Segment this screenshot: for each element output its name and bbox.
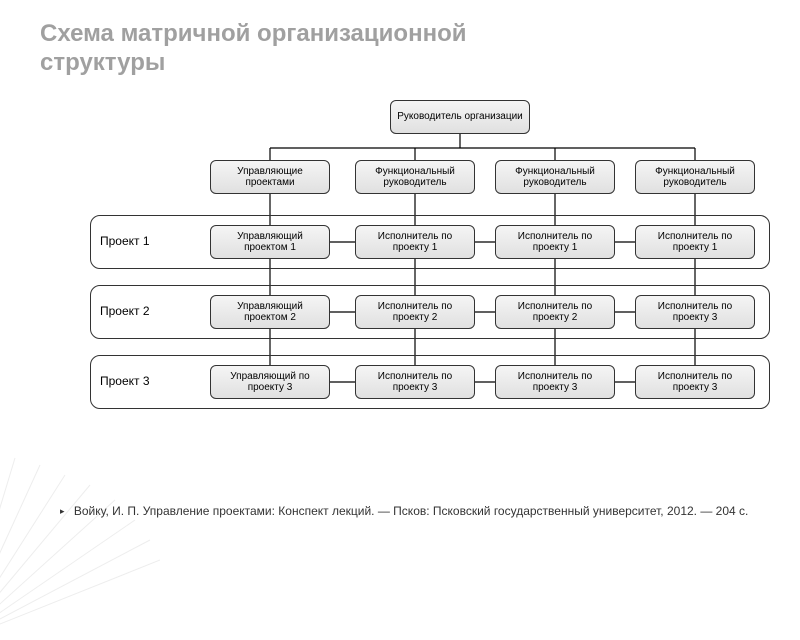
slide-title: Схема матричной организационной структур…: [40, 20, 466, 78]
title-line-1: Схема матричной организационной: [40, 20, 466, 47]
project-row-label-0: Проект 1: [100, 234, 150, 248]
cell-r0-c1: Исполнитель по проекту 1: [355, 225, 475, 259]
cell-r1-c0: Управляющий проектом 2: [210, 295, 330, 329]
cell-r2-c0: Управляющий по проекту 3: [210, 365, 330, 399]
project-row-label-1: Проект 2: [100, 304, 150, 318]
cell-r2-c2: Исполнитель по проекту 3: [495, 365, 615, 399]
cell-r0-c0: Управляющий проектом 1: [210, 225, 330, 259]
citation-text: ▸ Войку, И. П. Управление проектами: Кон…: [60, 504, 760, 520]
cell-r2-c3: Исполнитель по проекту 3: [635, 365, 755, 399]
node-level2-2: Функциональный руководитель: [495, 160, 615, 194]
org-matrix-diagram: Руководитель организации Управляющие прое…: [90, 100, 770, 430]
citation-body: Войку, И. П. Управление проектами: Консп…: [74, 504, 749, 518]
corner-decoration: [0, 440, 160, 640]
bullet-icon: ▸: [60, 506, 65, 516]
cell-r1-c2: Исполнитель по проекту 2: [495, 295, 615, 329]
node-level2-0: Управляющие проектами: [210, 160, 330, 194]
project-row-label-2: Проект 3: [100, 374, 150, 388]
cell-r2-c1: Исполнитель по проекту 3: [355, 365, 475, 399]
node-level2-3: Функциональный руководитель: [635, 160, 755, 194]
cell-r0-c2: Исполнитель по проекту 1: [495, 225, 615, 259]
node-root: Руководитель организации: [390, 100, 530, 134]
cell-r0-c3: Исполнитель по проекту 1: [635, 225, 755, 259]
cell-r1-c3: Исполнитель по проекту 3: [635, 295, 755, 329]
title-line-2: структуры: [40, 49, 165, 76]
cell-r1-c1: Исполнитель по проекту 2: [355, 295, 475, 329]
node-level2-1: Функциональный руководитель: [355, 160, 475, 194]
